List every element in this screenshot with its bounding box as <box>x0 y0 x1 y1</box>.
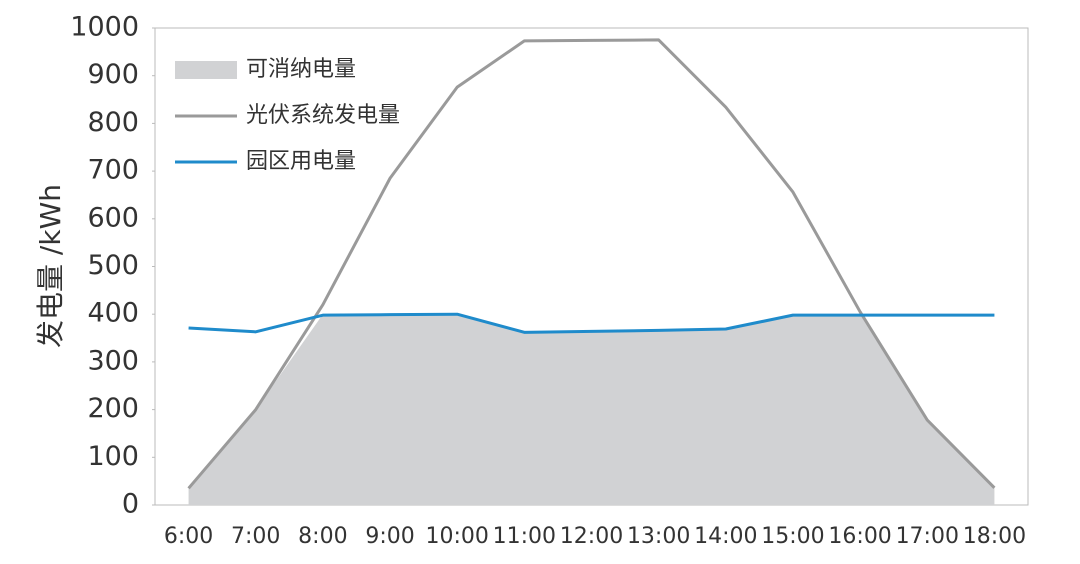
y-tick-label: 400 <box>87 298 139 329</box>
y-axis-title: 发电量 /kWh <box>34 184 67 348</box>
x-tick-label: 16:00 <box>828 524 891 549</box>
x-tick-label: 14:00 <box>694 524 757 549</box>
x-tick-label: 8:00 <box>298 524 347 549</box>
legend-label: 可消纳电量 <box>246 57 356 82</box>
y-tick-label: 600 <box>87 202 139 233</box>
x-tick-label: 12:00 <box>560 524 623 549</box>
y-tick-label: 100 <box>87 441 139 472</box>
x-tick-label: 11:00 <box>493 524 556 549</box>
y-tick-label: 700 <box>87 155 139 186</box>
x-tick-label: 13:00 <box>627 524 690 549</box>
y-tick-label: 300 <box>87 345 139 376</box>
legend-label: 园区用电量 <box>246 149 356 174</box>
legend-swatch <box>175 61 237 79</box>
x-tick-label: 17:00 <box>896 524 959 549</box>
y-tick-label: 0 <box>122 489 139 520</box>
y-tick-label: 800 <box>87 107 139 138</box>
area <box>188 314 995 505</box>
y-tick-label: 1000 <box>70 12 139 43</box>
y-tick-label: 200 <box>87 393 139 424</box>
x-tick-label: 9:00 <box>365 524 414 549</box>
y-tick-label: 900 <box>87 59 139 90</box>
x-tick-label: 6:00 <box>164 524 213 549</box>
y-tick-label: 500 <box>87 250 139 281</box>
legend-label: 光伏系统发电量 <box>246 103 400 128</box>
x-tick-label: 18:00 <box>963 524 1026 549</box>
x-tick-label: 15:00 <box>761 524 824 549</box>
line <box>187 38 996 490</box>
x-tick-label: 7:00 <box>231 524 280 549</box>
line <box>188 312 995 334</box>
x-tick-label: 10:00 <box>425 524 488 549</box>
